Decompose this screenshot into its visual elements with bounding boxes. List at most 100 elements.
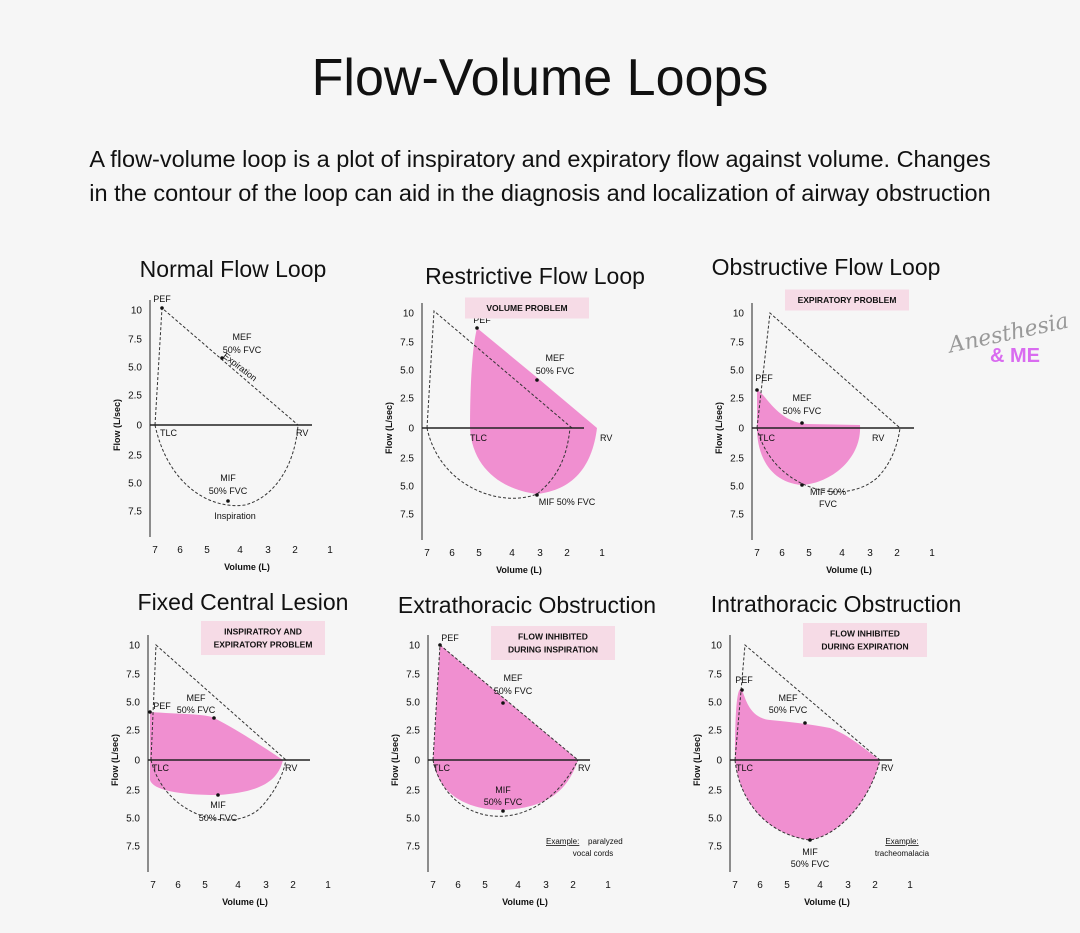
annotation: RV (881, 763, 893, 773)
tag-text: EXPIRATORY PROBLEM (214, 640, 313, 650)
annotation: MIF 50% (810, 487, 846, 497)
x-tick-label: 1 (929, 548, 935, 559)
x-tick-label: 3 (867, 548, 873, 559)
flow-volume-panel: 10 7.5 5.0 2.5 0 2.5 5.0 7.5 7 6 5 4 3 2 1 Flow (L/sec)… (390, 626, 623, 907)
y-tick-label: 2.5 (708, 786, 722, 797)
normal-loop-outline (426, 427, 571, 499)
x-tick-label: 4 (237, 545, 243, 556)
loop-fill (757, 390, 861, 485)
y-tick-label: 7.5 (128, 335, 142, 346)
x-axis-label: Volume (L) (804, 897, 850, 907)
x-tick-label: 7 (430, 880, 436, 891)
annotation: 50% FVC (791, 859, 830, 869)
point-marker (740, 688, 744, 692)
tag-box (201, 621, 325, 655)
panel-title: Normal Flow Loop (140, 256, 327, 282)
x-tick-label: 5 (202, 880, 208, 891)
y-tick-label: 5.0 (128, 479, 142, 490)
y-tick-label: 5.0 (126, 814, 140, 825)
x-tick-label: 7 (150, 880, 156, 891)
annotation: TLC (736, 763, 754, 773)
x-tick-label: 3 (265, 545, 271, 556)
tag-text: FLOW INHIBITED (830, 629, 900, 639)
y-axis-label: Flow (L/sec) (110, 734, 120, 786)
example-note: Example: (546, 837, 579, 846)
normal-loop-outline (426, 309, 573, 429)
x-tick-label: 5 (204, 545, 210, 556)
panel-title: Fixed Central Lesion (138, 589, 349, 615)
subtitle-line: in the contour of the loop can aid in th… (89, 180, 990, 206)
normal-loop-outline (734, 643, 881, 761)
x-tick-label: 7 (152, 545, 158, 556)
annotation: 50% FVC (536, 366, 575, 376)
subtitle-line: A flow-volume loop is a plot of inspirat… (89, 146, 990, 172)
y-tick-label: 10 (403, 309, 415, 320)
y-tick-label: 5.0 (730, 366, 744, 377)
point-marker (808, 838, 812, 842)
annotation: PEF (755, 373, 773, 383)
flow-volume-panel: 10 7.5 5.0 2.5 0 2.5 5.0 7.5 7 6 5 4 3 2 1 Flow (L/sec)… (692, 623, 930, 907)
y-tick-label: 0 (716, 756, 722, 767)
annotation: MIF (220, 473, 236, 483)
tag-text: EXPIRATORY PROBLEM (798, 295, 897, 305)
flow-volume-panel: 10 7.5 5.0 2.5 0 2.5 5.0 7.5 7 6 5 4 3 2 1 Flow (L/sec)… (714, 289, 935, 575)
x-axis-label: Volume (L) (222, 897, 268, 907)
y-tick-label: 7.5 (730, 510, 744, 521)
point-marker (475, 326, 479, 330)
tag-box (465, 297, 589, 319)
y-tick-label: 5.0 (400, 366, 414, 377)
y-tick-label: 5.0 (708, 698, 722, 709)
y-tick-label: 5.0 (708, 814, 722, 825)
y-tick-label: 10 (409, 641, 421, 652)
normal-loop-outline (734, 759, 881, 841)
y-tick-label: 10 (129, 641, 141, 652)
y-tick-label: 0 (136, 421, 142, 432)
annotation: PEF (153, 701, 171, 711)
y-tick-label: 7.5 (126, 842, 140, 853)
point-marker (535, 378, 539, 382)
annotation: RV (600, 433, 612, 443)
point-marker (501, 701, 505, 705)
panel-title: Intrathoracic Obstruction (711, 591, 962, 617)
x-tick-label: 5 (476, 548, 482, 559)
annotation: TLC (470, 433, 488, 443)
x-tick-label: 7 (754, 548, 760, 559)
x-tick-label: 1 (599, 548, 605, 559)
annotation: MEF (546, 353, 566, 363)
x-tick-label: 4 (515, 880, 521, 891)
y-tick-label: 2.5 (708, 726, 722, 737)
y-tick-label: 5.0 (128, 363, 142, 374)
x-tick-label: 2 (872, 880, 878, 891)
example-note: tracheomalacia (875, 849, 930, 858)
y-tick-label: 7.5 (730, 338, 744, 349)
point-marker (535, 493, 539, 497)
x-axis-label: Volume (L) (502, 897, 548, 907)
point-marker (501, 809, 505, 813)
x-tick-label: 2 (564, 548, 570, 559)
annotation: PEF (153, 294, 171, 304)
annotation: Inspiration (214, 511, 256, 521)
x-tick-label: 7 (424, 548, 430, 559)
x-tick-label: 1 (327, 545, 333, 556)
y-tick-label: 2.5 (400, 454, 414, 465)
annotation: 50% FVC (484, 797, 523, 807)
y-axis-label: Flow (L/sec) (112, 399, 122, 451)
point-marker (755, 388, 759, 392)
x-tick-label: 5 (806, 548, 812, 559)
point-marker (160, 306, 164, 310)
y-tick-label: 7.5 (400, 510, 414, 521)
y-tick-label: 10 (711, 641, 723, 652)
normal-loop-outline (756, 427, 901, 493)
annotation: MEF (793, 393, 813, 403)
annotation: RV (578, 763, 590, 773)
point-marker (148, 710, 152, 714)
y-axis-label: Flow (L/sec) (692, 734, 702, 786)
annotation: PEF (473, 315, 491, 325)
annotation: MIF (210, 800, 226, 810)
point-marker (226, 499, 230, 503)
example-note: vocal cords (573, 849, 613, 858)
annotation: TLC (433, 763, 451, 773)
annotation: MIF 50% FVC (539, 497, 596, 507)
point-marker (438, 643, 442, 647)
